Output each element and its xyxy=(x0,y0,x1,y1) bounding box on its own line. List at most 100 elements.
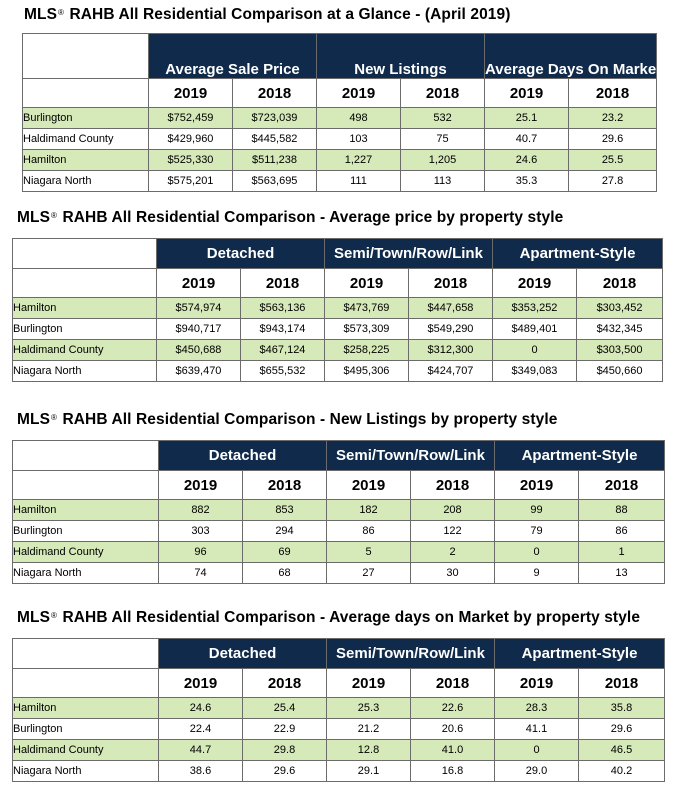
region-name: Niagara North xyxy=(12,760,159,782)
region-name: Niagara North xyxy=(12,562,159,584)
cell: 23.2 xyxy=(568,107,658,129)
cell: 46.5 xyxy=(577,739,666,761)
cell: $450,660 xyxy=(575,360,664,382)
year-header: 2019 xyxy=(326,668,411,698)
cell: 182 xyxy=(326,499,411,521)
cell: 0 xyxy=(494,739,579,761)
cell: $575,201 xyxy=(148,170,233,192)
cell: 1 xyxy=(577,541,666,563)
cell: $467,124 xyxy=(240,339,325,361)
cell: 0 xyxy=(494,541,579,563)
cell: $511,238 xyxy=(232,149,317,171)
cell: $303,500 xyxy=(575,339,664,361)
cell: $429,960 xyxy=(148,128,233,150)
group-header: Apartment-Style xyxy=(493,638,666,669)
cell: 35.3 xyxy=(484,170,570,192)
cell: 29.8 xyxy=(242,739,327,761)
cell: $574,974 xyxy=(156,297,241,319)
year-header: 2019 xyxy=(484,78,570,108)
table-row: Niagara North 74 68 27 30 9 13 xyxy=(12,562,666,584)
price-table: Detached Semi/Town/Row/Link Apartment-St… xyxy=(12,238,664,382)
cell: 13 xyxy=(577,562,666,584)
region-name: Burlington xyxy=(12,718,159,740)
year-header: 2019 xyxy=(316,78,401,108)
cell: 28.3 xyxy=(494,697,579,719)
cell: $349,083 xyxy=(492,360,577,382)
cell: 69 xyxy=(242,541,327,563)
cell: 35.8 xyxy=(577,697,666,719)
table-row: Haldimand County 44.7 29.8 12.8 41.0 0 4… xyxy=(12,739,666,761)
group-header-row: Average Sale Price New Listings Average … xyxy=(22,33,658,79)
year-header: 2018 xyxy=(399,78,486,108)
group-header-row: Detached Semi/Town/Row/Link Apartment-St… xyxy=(12,238,664,269)
table-row: Niagara North $639,470 $655,532 $495,306… xyxy=(12,360,664,382)
region-name: Niagara North xyxy=(12,360,157,382)
group-header: Semi/Town/Row/Link xyxy=(324,238,493,269)
cell: 22.6 xyxy=(410,697,495,719)
cell: $303,452 xyxy=(575,297,664,319)
cell: 1,205 xyxy=(399,149,486,171)
cell: 22.4 xyxy=(158,718,243,740)
cell: 75 xyxy=(399,128,486,150)
cell: 25.4 xyxy=(242,697,327,719)
table-row: Niagara North $575,201 $563,695 111 113 … xyxy=(22,170,658,192)
group-header-row: Detached Semi/Town/Row/Link Apartment-St… xyxy=(12,638,666,669)
table-row: Haldimand County 96 69 5 2 0 1 xyxy=(12,541,666,563)
cell: $495,306 xyxy=(324,360,409,382)
cell: 25.3 xyxy=(326,697,411,719)
year-header: 2018 xyxy=(577,470,666,500)
cell: 113 xyxy=(399,170,486,192)
year-header: 2018 xyxy=(240,268,325,298)
cell: 103 xyxy=(316,128,401,150)
group-header: Semi/Town/Row/Link xyxy=(326,638,495,669)
cell: 9 xyxy=(494,562,579,584)
region-name: Hamilton xyxy=(12,297,157,319)
region-name: Haldimand County xyxy=(12,339,157,361)
table-row: Burlington 303 294 86 122 79 86 xyxy=(12,520,666,542)
region-name: Haldimand County xyxy=(22,128,149,150)
region-name: Burlington xyxy=(22,107,149,129)
cell: 29.1 xyxy=(326,760,411,782)
cell: 27.8 xyxy=(568,170,658,192)
group-header: Average Days On Market xyxy=(484,33,658,79)
cell: $639,470 xyxy=(156,360,241,382)
cell: 25.1 xyxy=(484,107,570,129)
cell: $573,309 xyxy=(324,318,409,340)
group-header: Detached xyxy=(158,638,327,669)
cell: $549,290 xyxy=(408,318,493,340)
table-row: Hamilton 24.6 25.4 25.3 22.6 28.3 35.8 xyxy=(12,697,666,719)
year-header: 2019 xyxy=(492,268,577,298)
cell: 79 xyxy=(494,520,579,542)
cell: 16.8 xyxy=(410,760,495,782)
cell: 40.2 xyxy=(577,760,666,782)
year-header: 2019 xyxy=(494,668,579,698)
cell: 68 xyxy=(242,562,327,584)
cell: 86 xyxy=(326,520,411,542)
cell: 24.6 xyxy=(158,697,243,719)
cell: 29.6 xyxy=(568,128,658,150)
year-header: 2019 xyxy=(156,268,241,298)
year-header: 2018 xyxy=(242,668,327,698)
table-row: Hamilton $525,330 $511,238 1,227 1,205 2… xyxy=(22,149,658,171)
table-row: Burlington $752,459 $723,039 498 532 25.… xyxy=(22,107,658,129)
group-header: Detached xyxy=(158,440,327,471)
cell: 22.9 xyxy=(242,718,327,740)
region-name: Burlington xyxy=(12,318,157,340)
glance-table: Average Sale Price New Listings Average … xyxy=(22,33,658,192)
table-row: Haldimand County $429,960 $445,582 103 7… xyxy=(22,128,658,150)
cell: $563,695 xyxy=(232,170,317,192)
year-header: 2018 xyxy=(408,268,493,298)
cell: 29.6 xyxy=(577,718,666,740)
cell: 111 xyxy=(316,170,401,192)
group-header: Semi/Town/Row/Link xyxy=(326,440,495,471)
listings-table: Detached Semi/Town/Row/Link Apartment-St… xyxy=(12,440,666,584)
cell: 498 xyxy=(316,107,401,129)
dom-table: Detached Semi/Town/Row/Link Apartment-St… xyxy=(12,638,666,782)
cell: $258,225 xyxy=(324,339,409,361)
group-header: Detached xyxy=(156,238,325,269)
year-header: 2018 xyxy=(575,268,664,298)
table-row: Haldimand County $450,688 $467,124 $258,… xyxy=(12,339,664,361)
cell: $432,345 xyxy=(575,318,664,340)
cell: 29.0 xyxy=(494,760,579,782)
year-header: 2019 xyxy=(326,470,411,500)
